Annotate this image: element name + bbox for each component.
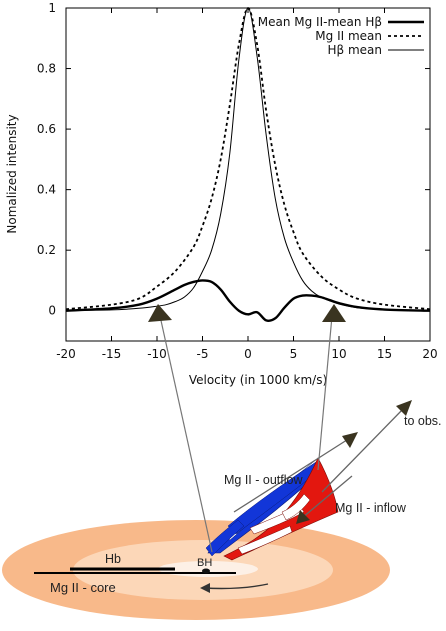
inflow-arrow-head [296,510,310,524]
x-tick-label: 20 [422,347,437,361]
x-tick-label: -5 [197,347,209,361]
to-observer-arrow [321,407,405,493]
series-line-2 [65,7,431,311]
outflow-arrow [233,437,351,513]
x-tick-label: 15 [377,347,392,361]
y-tick-label: 0.6 [37,122,56,136]
x-tick-label: -15 [102,347,122,361]
y-axis-label: Nomalized intensity [5,114,19,233]
y-tick-label: 0.4 [37,183,56,197]
plot-frame [65,7,431,342]
x-tick-label: 10 [331,347,346,361]
rotation-arrow [203,583,269,590]
y-tick-label: 0.8 [37,62,56,76]
outflow-arrow-head [342,432,358,448]
outflow-label: Mg II - outflow [224,473,303,487]
series-line-0 [65,279,431,323]
accretion-diagram: to obs. Mg II - outflow Mg II - inflow H… [2,304,442,620]
bh-label: BH [197,557,212,569]
line-chart: -20 -15 -10 -5 0 5 10 15 20 0 0.2 0.4 0.6 0.8 1 Veloc… [5,1,438,387]
x-axis-ticks: -20 -15 -10 -5 0 5 10 15 20 [56,8,438,361]
to-observer-arrow-head [396,400,412,416]
x-tick-label: 0 [244,347,252,361]
y-tick-label: 0 [48,304,56,318]
connector-blue-head [148,304,172,322]
outflow-cone [205,457,323,557]
to-obs-label: to obs. [404,414,442,428]
connector-red-head [322,304,346,322]
x-tick-label: -20 [56,347,76,361]
core-label: Mg II - core [50,580,116,595]
x-tick-label: 5 [290,347,298,361]
x-tick-label: -10 [147,347,167,361]
x-axis-label: Velocity (in 1000 km/s) [189,373,327,387]
y-tick-label: 0.2 [37,243,56,257]
series-lines [65,7,431,323]
hb-label: Hb [105,552,121,566]
connector-blue [159,315,213,553]
inflow-label: Mg II - inflow [335,501,407,515]
rotation-arrow-head [200,583,210,593]
connector-red [317,315,333,471]
y-axis-ticks: 0 0.2 0.4 0.6 0.8 1 [37,1,430,318]
y-tick-label: 1 [48,1,56,15]
inflow-cone [223,457,339,561]
legend-label: Mg II mean [315,29,382,43]
inflow-arrow [301,475,353,519]
legend-label: Mean Mg II-mean Hβ [258,15,382,29]
black-hole [202,568,210,574]
legend-label: Hβ mean [327,43,382,57]
